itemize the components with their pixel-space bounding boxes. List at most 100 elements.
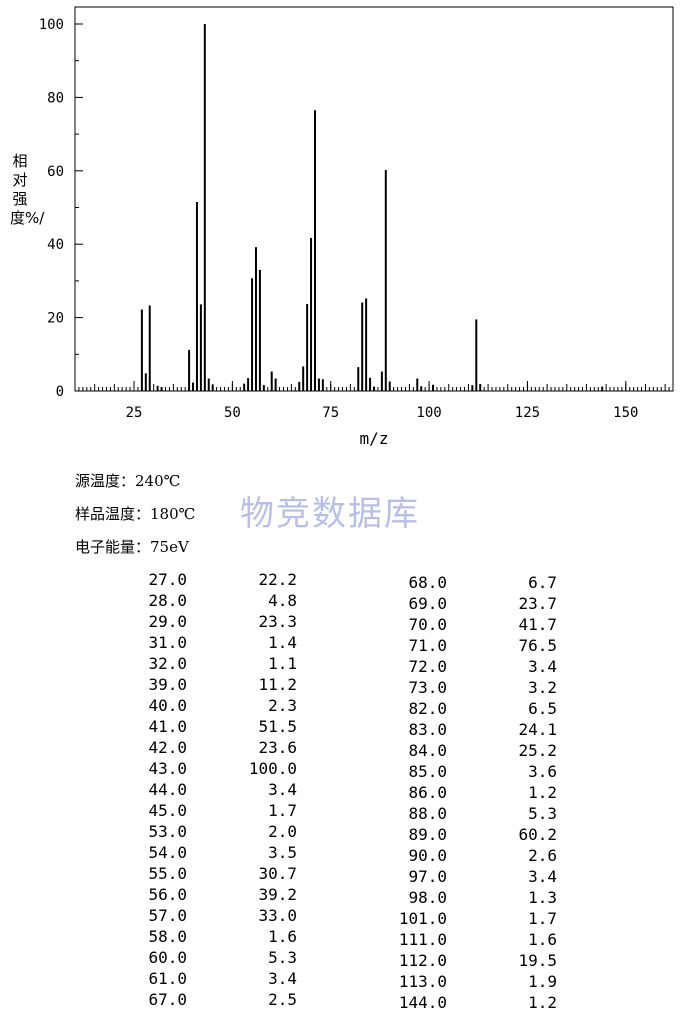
- table-row: 85.0 3.6: [377, 762, 557, 783]
- mz-value: 55.0: [148, 864, 187, 883]
- mz-value: 73.0: [408, 678, 447, 697]
- table-row: 112.0 19.5: [377, 951, 557, 972]
- mz-value: 71.0: [408, 636, 447, 655]
- mz-value: 45.0: [148, 801, 187, 820]
- intensity-value: 3.4: [268, 780, 297, 799]
- table-row: 44.0 3.4: [117, 780, 297, 801]
- intensity-value: 4.8: [268, 591, 297, 610]
- table-row: 69.0 23.7: [377, 594, 557, 615]
- mz-value: 42.0: [148, 738, 187, 757]
- table-row: 144.0 1.2: [377, 993, 557, 1014]
- y-tick-label: 100: [39, 17, 64, 33]
- mz-value: 111.0: [398, 930, 447, 949]
- x-tick-label: 125: [515, 405, 540, 421]
- x-tick-label: 150: [613, 405, 638, 421]
- table-row: 29.0 23.3: [117, 612, 297, 633]
- mz-value: 58.0: [148, 927, 187, 946]
- table-row: 58.0 1.6: [117, 927, 297, 948]
- mz-value: 31.0: [148, 633, 187, 652]
- table-row: 39.0 11.2: [117, 675, 297, 696]
- intensity-value: 3.4: [268, 969, 297, 988]
- intensity-value: 22.2: [258, 570, 297, 589]
- mz-value: 39.0: [148, 675, 187, 694]
- source-temperature: 源温度：240℃: [75, 472, 181, 490]
- table-row: 86.0 1.2: [377, 783, 557, 804]
- sample-temperature: 样品温度：180℃: [75, 505, 196, 523]
- intensity-value: 6.5: [528, 699, 557, 718]
- table-row: 90.0 2.6: [377, 846, 557, 867]
- intensity-value: 2.6: [528, 846, 557, 865]
- mz-value: 67.0: [148, 990, 187, 1009]
- intensity-value: 1.7: [528, 909, 557, 928]
- table-row: 61.0 3.4: [117, 969, 297, 990]
- table-row: 82.0 6.5: [377, 699, 557, 720]
- mz-value: 40.0: [148, 696, 187, 715]
- mz-value: 113.0: [398, 972, 447, 991]
- mz-value: 56.0: [148, 885, 187, 904]
- mz-value: 82.0: [408, 699, 447, 718]
- table-row: 89.0 60.2: [377, 825, 557, 846]
- table-row: 73.0 3.2: [377, 678, 557, 699]
- mz-value: 54.0: [148, 843, 187, 862]
- intensity-value: 3.6: [528, 762, 557, 781]
- table-row: 113.0 1.9: [377, 972, 557, 993]
- intensity-value: 1.3: [528, 888, 557, 907]
- y-tick-label: 0: [56, 384, 64, 400]
- table-row: 84.0 25.2: [377, 741, 557, 762]
- intensity-value: 76.5: [518, 636, 557, 655]
- table-row: 83.0 24.1: [377, 720, 557, 741]
- x-tick-label: 75: [322, 405, 339, 421]
- table-row: 40.0 2.3: [117, 696, 297, 717]
- table-row: 67.0 2.5: [117, 990, 297, 1011]
- intensity-value: 1.6: [528, 930, 557, 949]
- intensity-value: 100.0: [248, 759, 297, 778]
- mz-value: 83.0: [408, 720, 447, 739]
- table-row: 57.0 33.0: [117, 906, 297, 927]
- intensity-value: 23.3: [258, 612, 297, 631]
- intensity-value: 41.7: [518, 615, 557, 634]
- intensity-value: 3.5: [268, 843, 297, 862]
- intensity-value: 5.3: [268, 948, 297, 967]
- intensity-value: 39.2: [258, 885, 297, 904]
- mz-value: 29.0: [148, 612, 187, 631]
- table-row: 70.0 41.7: [377, 615, 557, 636]
- table-row: 54.0 3.5: [117, 843, 297, 864]
- intensity-value: 1.2: [528, 783, 557, 802]
- mz-value: 85.0: [408, 762, 447, 781]
- y-tick-label: 20: [47, 311, 64, 327]
- intensity-value: 33.0: [258, 906, 297, 925]
- mz-value: 144.0: [398, 993, 447, 1012]
- mz-value: 61.0: [148, 969, 187, 988]
- table-row: 32.0 1.1: [117, 654, 297, 675]
- mz-value: 60.0: [148, 948, 187, 967]
- intensity-value: 1.9: [528, 972, 557, 991]
- watermark: 物竞数据库: [240, 494, 420, 534]
- table-row: 68.0 6.7: [377, 573, 557, 594]
- mz-value: 84.0: [408, 741, 447, 760]
- x-axis-title: m/z: [360, 429, 389, 448]
- mz-value: 69.0: [408, 594, 447, 613]
- table-row: 98.0 1.3: [377, 888, 557, 909]
- table-row: 71.0 76.5: [377, 636, 557, 657]
- y-tick-label: 60: [47, 164, 64, 180]
- intensity-value: 3.2: [528, 678, 557, 697]
- mz-value: 32.0: [148, 654, 187, 673]
- table-row: 41.0 51.5: [117, 717, 297, 738]
- mz-value: 70.0: [408, 615, 447, 634]
- table-row: 55.0 30.7: [117, 864, 297, 885]
- intensity-value: 51.5: [258, 717, 297, 736]
- intensity-value: 60.2: [518, 825, 557, 844]
- intensity-value: 23.6: [258, 738, 297, 757]
- intensity-value: 3.4: [528, 867, 557, 886]
- y-tick-label: 80: [47, 90, 64, 106]
- intensity-value: 5.3: [528, 804, 557, 823]
- mz-value: 27.0: [148, 570, 187, 589]
- table-row: 28.0 4.8: [117, 591, 297, 612]
- table-row: 111.0 1.6: [377, 930, 557, 951]
- intensity-value: 3.4: [528, 657, 557, 676]
- intensity-value: 1.2: [528, 993, 557, 1012]
- intensity-value: 2.3: [268, 696, 297, 715]
- mz-value: 53.0: [148, 822, 187, 841]
- table-row: 60.0 5.3: [117, 948, 297, 969]
- table-row: 101.0 1.7: [377, 909, 557, 930]
